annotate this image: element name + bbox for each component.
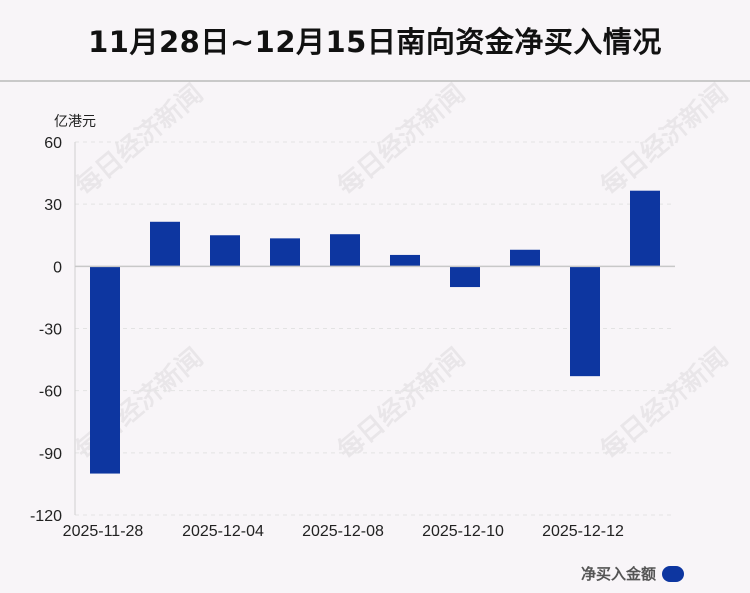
bar bbox=[150, 221, 180, 267]
y-tick-label: 0 bbox=[53, 259, 62, 276]
y-tick-label: 60 bbox=[44, 135, 62, 152]
bar bbox=[510, 249, 540, 267]
x-tick-label: 2025-12-12 bbox=[542, 523, 624, 540]
bar bbox=[210, 235, 240, 267]
legend-swatch bbox=[662, 565, 684, 582]
y-tick-label: -120 bbox=[30, 508, 62, 525]
y-axis-unit-label: 亿港元 bbox=[54, 114, 96, 130]
x-tick-label: 2025-12-08 bbox=[302, 523, 384, 540]
bar bbox=[570, 266, 600, 377]
legend-label: 净买入金额 bbox=[580, 565, 656, 583]
chart-header: 11月28日~12月15日南向资金净买入情况 bbox=[0, 0, 750, 82]
y-tick-label: 30 bbox=[44, 197, 62, 214]
y-tick-label: -30 bbox=[39, 322, 62, 339]
x-tick-label: 2025-11-28 bbox=[63, 523, 144, 540]
bar bbox=[450, 266, 480, 288]
y-tick-label: -90 bbox=[39, 446, 62, 463]
bar bbox=[390, 254, 420, 267]
x-tick-label: 2025-12-04 bbox=[182, 523, 264, 540]
x-tick-label: 2025-12-10 bbox=[422, 523, 504, 540]
legend: 净买入金额 bbox=[581, 563, 684, 584]
bar bbox=[270, 238, 300, 267]
y-tick-label: -60 bbox=[39, 384, 62, 401]
bar bbox=[630, 190, 660, 267]
bar bbox=[90, 266, 120, 474]
bar bbox=[330, 234, 360, 267]
chart-title: 11月28日~12月15日南向资金净买入情况 bbox=[88, 25, 662, 59]
